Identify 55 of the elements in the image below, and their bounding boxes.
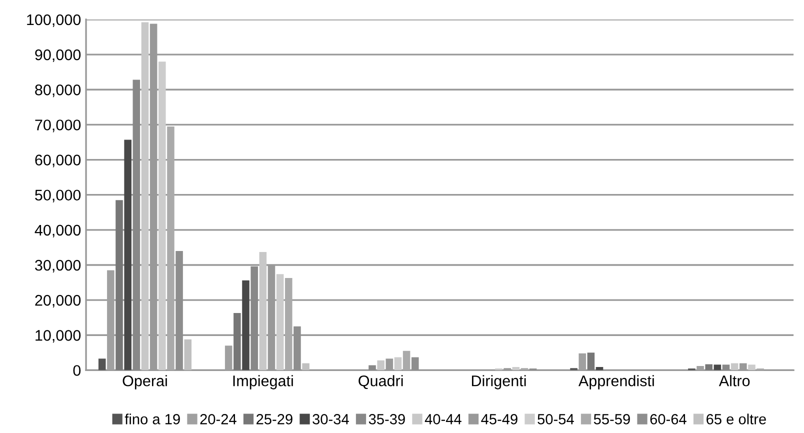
legend-label: 20-24 — [200, 414, 236, 424]
x-tick-label: Apprendisti — [578, 375, 654, 390]
bar — [284, 278, 292, 370]
bar — [377, 360, 384, 370]
bar — [302, 363, 310, 370]
bar — [512, 367, 520, 370]
bar — [394, 357, 402, 370]
y-tick-label: 10,000 — [36, 330, 81, 343]
bar — [722, 364, 730, 370]
bar — [141, 22, 149, 370]
bar — [242, 280, 250, 370]
x-tick-label: Operai — [122, 375, 167, 390]
y-tick-label: 50,000 — [35, 190, 81, 202]
legend-label: 65 e oltre — [706, 414, 766, 424]
bar — [98, 358, 106, 370]
y-tick-label: 100,000 — [27, 14, 81, 27]
legend-label: 55-59 — [594, 414, 630, 424]
legend-label: 25-29 — [256, 414, 292, 424]
bar — [730, 363, 738, 370]
y-tick-label: 30,000 — [35, 260, 81, 272]
bar — [158, 62, 166, 370]
bar — [132, 80, 140, 370]
bar — [705, 364, 713, 370]
y-tick-label: 60,000 — [35, 154, 81, 168]
bar — [234, 313, 241, 370]
y-tick-label: 90,000 — [35, 49, 81, 62]
legend-label: 35-39 — [368, 414, 405, 424]
bar — [276, 274, 284, 370]
legend-label: 50-54 — [538, 414, 574, 424]
bar — [124, 140, 132, 370]
bar — [184, 339, 192, 370]
bar — [587, 352, 595, 370]
y-tick-label: 40,000 — [34, 224, 81, 238]
legend-label: 40-44 — [424, 414, 462, 424]
bar — [250, 266, 258, 370]
y-tick-label: 80,000 — [35, 84, 81, 98]
bar — [714, 364, 722, 370]
bar — [259, 252, 267, 370]
bar — [116, 200, 123, 370]
x-tick-label: Quadri — [358, 375, 403, 390]
x-tick-label: Dirigenti — [472, 375, 526, 390]
y-tick-label: 70,000 — [35, 120, 81, 132]
legend-label: 60-64 — [650, 414, 686, 424]
legend-label: 30-34 — [312, 414, 349, 424]
bar — [748, 364, 756, 370]
bar — [596, 367, 604, 370]
legend-label: 45-49 — [481, 414, 518, 424]
bar — [402, 350, 410, 370]
legend-label: fino a 19 — [124, 414, 180, 424]
bar — [167, 126, 174, 370]
y-tick-label: 0 — [73, 365, 81, 376]
x-tick-label: Altro — [718, 375, 750, 386]
y-tick-label: 20,000 — [35, 294, 81, 308]
x-tick-label: Impiegati — [233, 375, 293, 390]
bar — [368, 365, 376, 370]
